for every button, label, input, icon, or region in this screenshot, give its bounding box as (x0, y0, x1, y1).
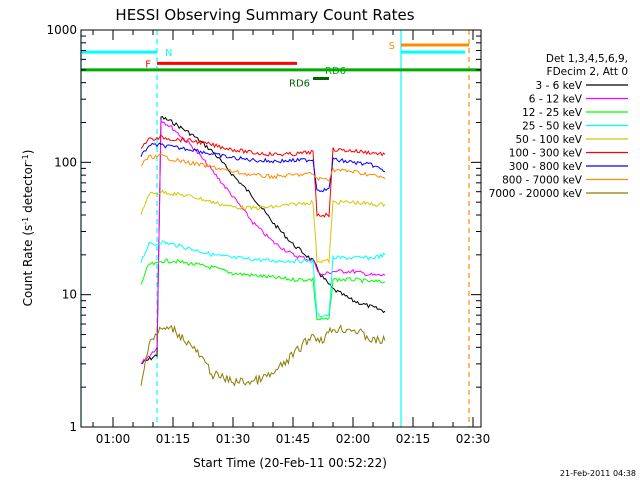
x-tick-label-4: 02:00 (336, 432, 371, 446)
legend-label-0: 3 - 6 keV (535, 80, 582, 92)
legend: Det 1,3,4,5,6,9, FDecim 2, Att 0 3 - 6 k… (489, 53, 628, 200)
series-line-1 (140, 119, 386, 365)
state-bar-label-3: RD6 (325, 66, 346, 77)
legend-label-2: 12 - 25 keV (522, 107, 583, 119)
timestamp: 21-Feb-2011 04:38 (560, 469, 636, 478)
x-axis-label: Start Time (20-Feb-11 00:52:22) (193, 456, 387, 470)
legend-label-5: 100 - 300 keV (509, 148, 583, 160)
series-line-6 (140, 142, 386, 193)
y-tick-label-3: 1000 (46, 23, 77, 37)
x-tick-label-0: 01:00 (96, 432, 131, 446)
legend-label-3: 25 - 50 keV (522, 121, 583, 133)
legend-label-6: 300 - 800 keV (509, 161, 583, 173)
x-tick-label-1: 01:15 (156, 432, 191, 446)
x-tick-label-2: 01:30 (216, 432, 251, 446)
plot-frame (80, 29, 482, 428)
x-tick-label-6: 02:30 (456, 432, 491, 446)
series-line-5 (140, 134, 386, 218)
state-bar-label-2: S (389, 41, 395, 52)
legend-header-2: FDecim 2, Att 0 (547, 66, 628, 78)
legend-label-8: 7000 - 20000 keV (489, 188, 583, 200)
vertical-markers (80, 30, 470, 427)
x-tick-label-5: 02:15 (396, 432, 431, 446)
y-tick-label-0: 1 (69, 420, 77, 434)
axis-ticks: 01:00 01:15 01:30 01:45 02:00 02:15 02:30 1 10 10… (46, 23, 490, 446)
state-bar-label-0: N (165, 48, 172, 59)
legend-header-1: Det 1,3,4,5,6,9, (546, 53, 628, 65)
y-tick-label-2: 100 (54, 155, 77, 169)
y-tick-label-1: 10 (62, 288, 77, 302)
series-line-2 (140, 258, 386, 321)
series-line-8 (140, 324, 386, 387)
legend-label-4: 50 - 100 keV (515, 134, 582, 146)
state-bars: N F S RD6 RD6 (81, 41, 481, 90)
legend-label-1: 6 - 12 keV (529, 94, 583, 106)
state-bar-label-1: F (145, 59, 151, 70)
chart-title: HESSI Observing Summary Count Rates (115, 6, 414, 24)
state-bar-label-4: RD6 (289, 79, 310, 90)
series-line-3 (140, 240, 386, 318)
legend-label-7: 800 - 7000 keV (502, 175, 583, 187)
x-tick-label-3: 01:45 (276, 432, 311, 446)
series-line-7 (140, 153, 386, 182)
series-lines (140, 116, 386, 387)
y-axis-label: Count Rate (s-1 detector-1) (21, 150, 35, 307)
series-line-0 (140, 116, 386, 365)
series-line-4 (140, 189, 386, 265)
